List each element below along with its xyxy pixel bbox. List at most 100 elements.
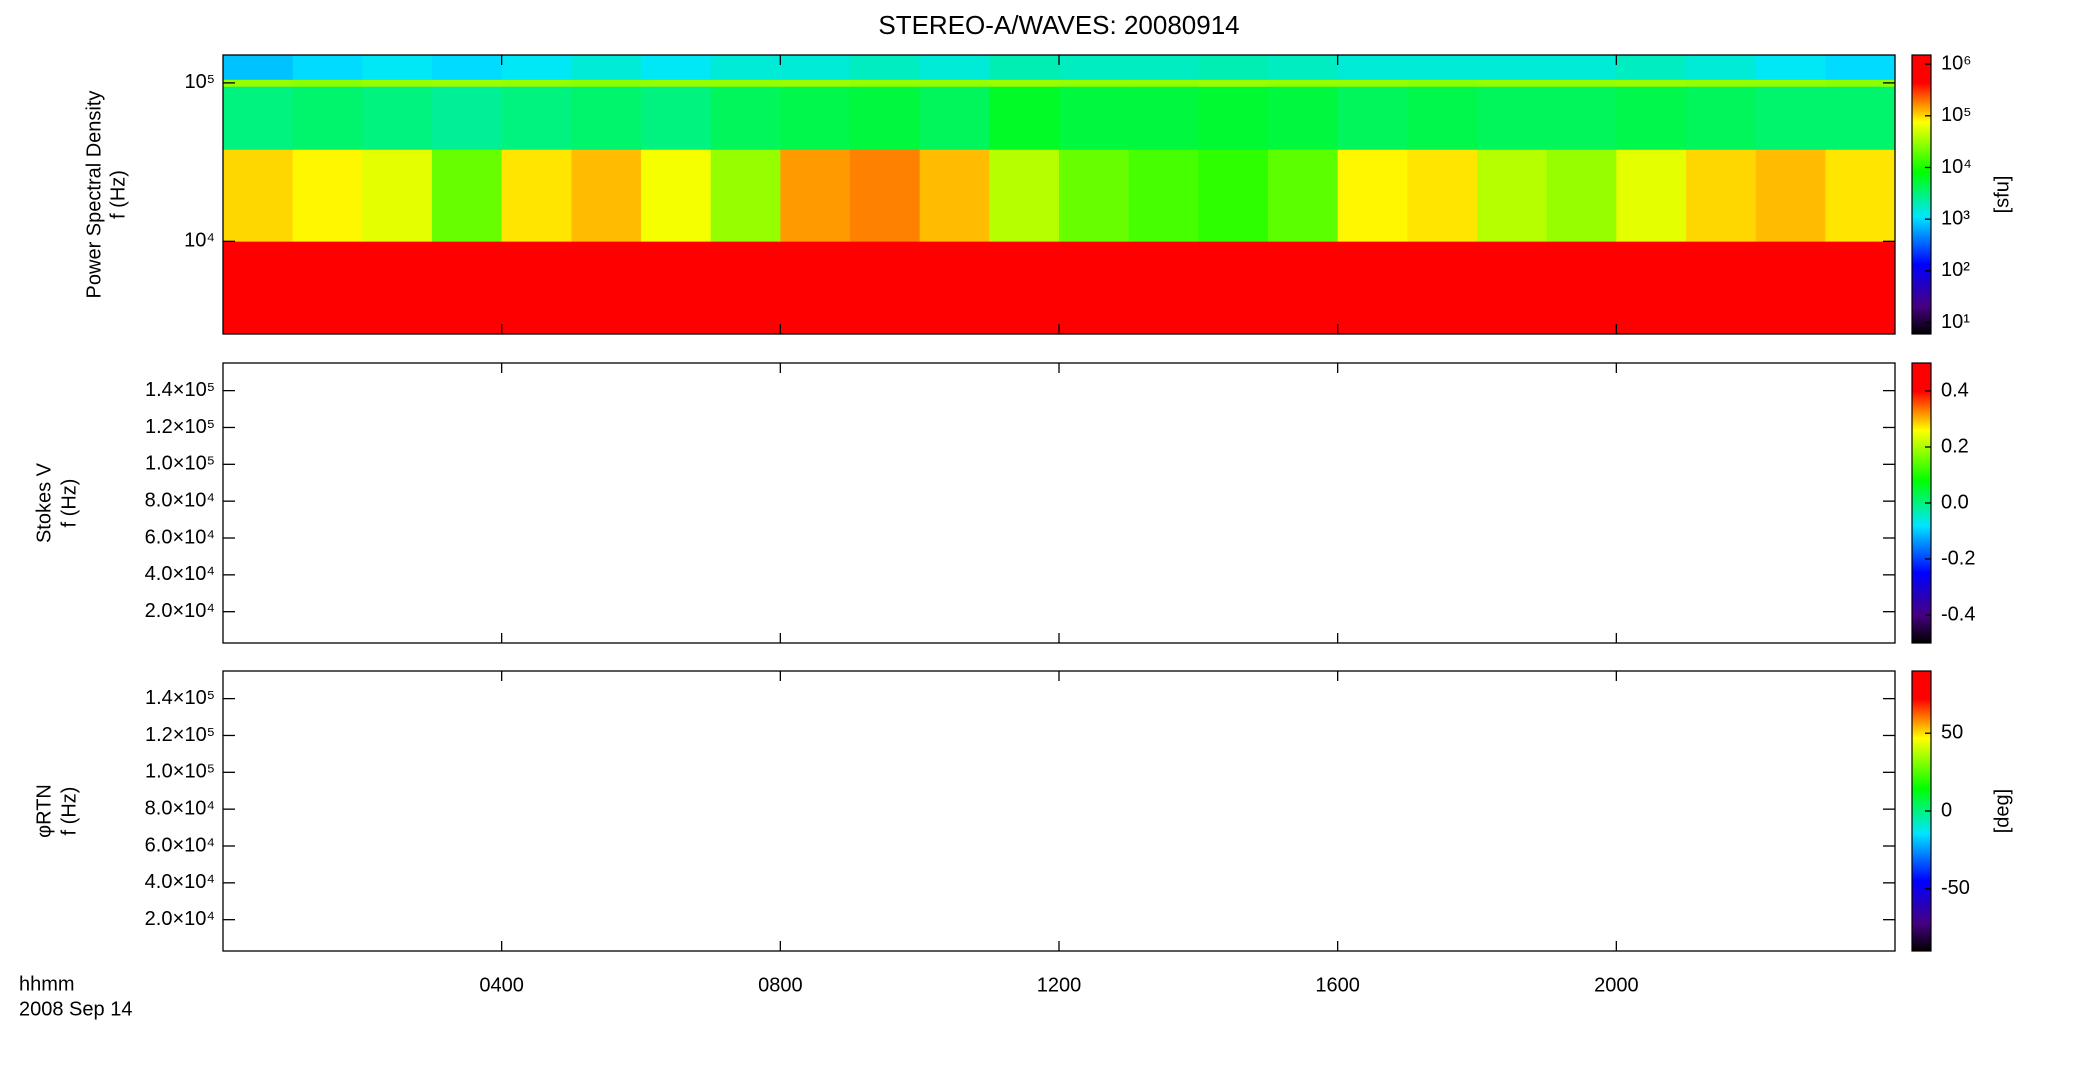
y-tick-label: 1.0×10⁵ (145, 453, 215, 475)
heatmap-cell (1755, 86, 1826, 150)
heatmap-cell (1128, 86, 1199, 150)
heatmap-cell (432, 241, 503, 335)
y-axis-label: f (Hz) (58, 787, 80, 836)
heatmap-cell (1616, 55, 1687, 80)
heatmap-cell (1407, 55, 1478, 80)
heatmap-cell (641, 79, 712, 87)
heatmap-cell (1477, 149, 1548, 242)
y-tick-label: 4.0×10⁴ (145, 871, 215, 893)
colorbar-tick-label: 0.0 (1941, 491, 1969, 513)
x-axis-label: hhmm (19, 973, 75, 995)
heatmap-cell (1407, 79, 1478, 87)
heatmap-cell (1755, 79, 1826, 87)
chart-title: STEREO-A/WAVES: 20080914 (878, 10, 1239, 40)
heatmap-cell (432, 79, 503, 87)
colorbar-tick-label: -0.4 (1941, 603, 1975, 625)
heatmap-cell (1198, 241, 1269, 335)
heatmap-cell (850, 86, 921, 150)
heatmap-cell (710, 149, 781, 242)
colorbar-tick-label: 0.2 (1941, 435, 1969, 457)
heatmap-cell (850, 149, 921, 242)
heatmap-cell (362, 149, 433, 242)
colorbar-label: [deg] (1991, 789, 2013, 833)
heatmap-cell (501, 86, 572, 150)
heatmap-cell (1337, 149, 1408, 242)
heatmap-cell (571, 86, 642, 150)
heatmap-cell (850, 241, 921, 335)
heatmap-cell (292, 79, 363, 87)
heatmap-cell (989, 79, 1060, 87)
heatmap-cell (641, 149, 712, 242)
heatmap-cell (989, 241, 1060, 335)
heatmap-cell (1477, 86, 1548, 150)
colorbar-tick-label: 10² (1941, 259, 1970, 281)
heatmap-cell (571, 149, 642, 242)
heatmap-cell (780, 55, 851, 80)
colorbar-tick-label: 10⁶ (1941, 52, 1971, 74)
heatmap-cell (1128, 79, 1199, 87)
heatmap-cell (432, 86, 503, 150)
heatmap-cell (223, 79, 294, 87)
heatmap-cell (989, 86, 1060, 150)
heatmap-cell (223, 149, 294, 242)
colorbar-tick-label: 0.4 (1941, 379, 1969, 401)
heatmap-cell (1546, 241, 1617, 335)
heatmap-cell (1059, 86, 1130, 150)
y-tick-label: 2.0×10⁴ (145, 600, 215, 622)
heatmap-cell (292, 86, 363, 150)
heatmap-cell (1337, 79, 1408, 87)
y-tick-label: 8.0×10⁴ (145, 797, 215, 819)
heatmap-cell (989, 55, 1060, 80)
heatmap-cell (1268, 79, 1339, 87)
heatmap-cell (571, 241, 642, 335)
heatmap-cell (501, 241, 572, 335)
heatmap-cell (1755, 149, 1826, 242)
heatmap-cell (1268, 241, 1339, 335)
heatmap-cell (780, 79, 851, 87)
heatmap-cell (1755, 241, 1826, 335)
y-tick-label: 1.4×10⁵ (145, 687, 215, 709)
heatmap-cell (919, 149, 990, 242)
heatmap-cell (1198, 149, 1269, 242)
heatmap-cell (501, 149, 572, 242)
plot-frame (222, 670, 1896, 952)
y-tick-label: 4.0×10⁴ (145, 563, 215, 585)
heatmap-cell (1198, 86, 1269, 150)
y-tick-label: 8.0×10⁴ (145, 489, 215, 511)
x-tick-label: 2000 (1594, 974, 1639, 996)
heatmap-cell (571, 79, 642, 87)
colorbar-tick-label: 10³ (1941, 207, 1970, 229)
heatmap-cell (641, 55, 712, 80)
heatmap-cell (989, 149, 1060, 242)
heatmap-cell (919, 86, 990, 150)
heatmap-cell (1337, 55, 1408, 80)
heatmap-cell (501, 55, 572, 80)
heatmap-cell (919, 79, 990, 87)
heatmap-cell (710, 79, 781, 87)
heatmap-cell (1755, 55, 1826, 80)
heatmap-cell (1128, 149, 1199, 242)
colorbar-tick-label: 50 (1941, 722, 1963, 744)
heatmap-cell (1825, 149, 1896, 242)
heatmap-cell (1686, 241, 1757, 335)
heatmap-cell (1477, 55, 1548, 80)
y-tick-label: 6.0×10⁴ (145, 526, 215, 548)
y-tick-label: 1.4×10⁵ (145, 379, 215, 401)
heatmap-cell (710, 86, 781, 150)
y-tick-label: 1.2×10⁵ (145, 416, 215, 438)
colorbar-label: [sfu] (1991, 176, 2013, 214)
heatmap-cell (710, 241, 781, 335)
heatmap-cell (432, 149, 503, 242)
heatmap-cell (1407, 241, 1478, 335)
y-axis-label: f (Hz) (58, 479, 80, 528)
heatmap-cell (1825, 79, 1896, 87)
colorbar-tick-label: -50 (1941, 877, 1970, 899)
y-axis-label: φRTN (33, 784, 55, 838)
heatmap-cell (919, 241, 990, 335)
heatmap-cell (780, 86, 851, 150)
heatmap-cell (501, 79, 572, 87)
y-tick-label: 1.2×10⁵ (145, 724, 215, 746)
heatmap-cell (1407, 86, 1478, 150)
heatmap-cell (1477, 241, 1548, 335)
plot-frame (222, 362, 1896, 644)
